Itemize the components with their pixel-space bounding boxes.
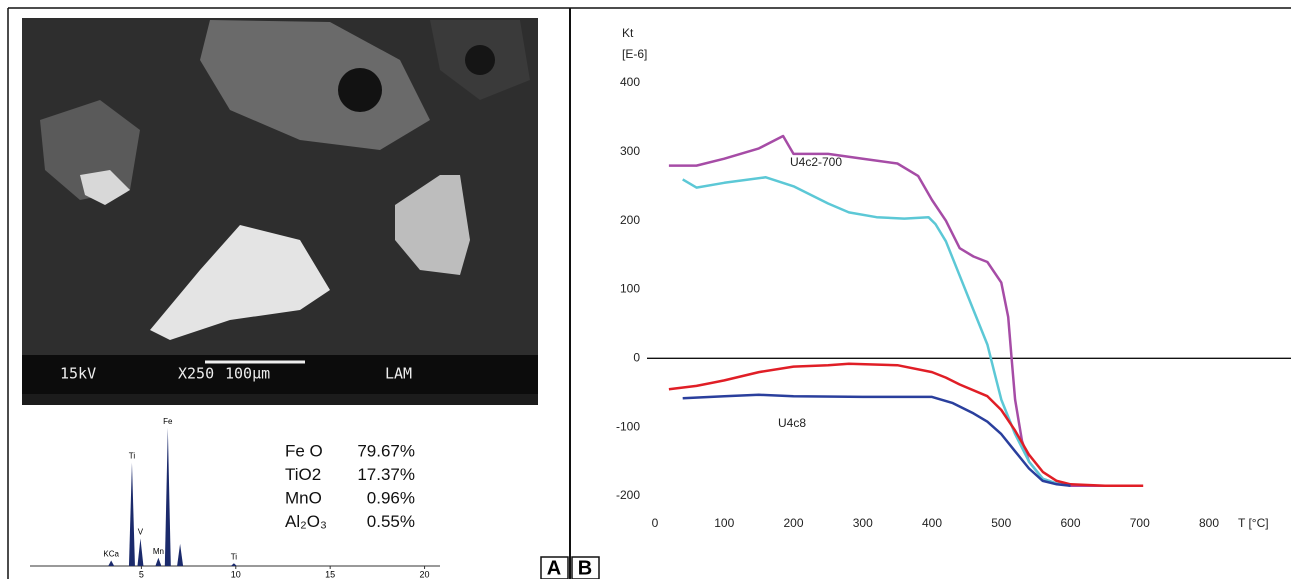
peak [164, 428, 171, 566]
peak-label: KCa [103, 550, 119, 559]
sem-label: LAM [385, 365, 412, 383]
y-axis-label: Kt [622, 26, 634, 40]
y-tick-label: 200 [620, 213, 640, 227]
oxide-percent: 0.96% [367, 488, 415, 507]
peak [177, 543, 184, 566]
peak [108, 560, 115, 566]
series-line [668, 362, 1144, 487]
sem-image [22, 18, 538, 405]
x-tick-label: 500 [991, 516, 1011, 530]
x-tick-label: 200 [783, 516, 803, 530]
x-tick-label: 700 [1130, 516, 1150, 530]
peak-label: V [138, 528, 144, 537]
peak-label: Ti [231, 552, 238, 561]
x-tick-label: 0 [652, 516, 659, 530]
panel-label: B [578, 557, 592, 579]
sem-label: 100μm [225, 365, 270, 383]
oxide-percent: 17.37% [357, 465, 415, 484]
y-axis-unit: [E-6] [622, 47, 647, 61]
oxide-name: TiO2 [285, 465, 321, 484]
peak-label: Ti [129, 452, 136, 461]
oxide-name: MnO [285, 488, 322, 507]
x-tick-label: 15 [325, 569, 335, 579]
y-tick-label: 100 [620, 282, 640, 296]
y-tick-label: 300 [620, 144, 640, 158]
x-tick-label: 600 [1060, 516, 1080, 530]
y-tick-label: -100 [616, 419, 640, 433]
panel-label: A [547, 557, 561, 579]
x-tick-label: 300 [853, 516, 873, 530]
peak-label: Mn [153, 547, 164, 556]
peak [155, 557, 162, 566]
x-axis-label: T [°C] [1238, 516, 1269, 530]
sem-label: X250 [178, 365, 214, 383]
sem-label: 15kV [60, 365, 96, 383]
y-tick-label: 400 [620, 75, 640, 89]
oxide-name: Fe O [285, 441, 323, 460]
series-label: U4c2-700 [790, 155, 842, 169]
peak [128, 462, 135, 566]
x-tick-label: 5 [139, 569, 144, 579]
series-line [682, 393, 1071, 487]
x-tick-label: 100 [714, 516, 734, 530]
peak [137, 538, 144, 566]
oxide-name: Al₂O₃ [285, 512, 327, 531]
x-tick-label: 400 [922, 516, 942, 530]
x-tick-label: 20 [420, 569, 430, 579]
y-tick-label: -200 [616, 488, 640, 502]
x-tick-label: 10 [231, 569, 241, 579]
oxide-percent: 79.67% [357, 441, 415, 460]
series-label: U4c8 [778, 416, 806, 430]
series-line [668, 134, 1140, 487]
peak-label: Fe [163, 417, 173, 426]
series-line [682, 176, 1071, 487]
y-tick-label: 0 [633, 351, 640, 365]
x-tick-label: 800 [1199, 516, 1219, 530]
peak [230, 563, 237, 566]
oxide-percent: 0.55% [367, 512, 415, 531]
